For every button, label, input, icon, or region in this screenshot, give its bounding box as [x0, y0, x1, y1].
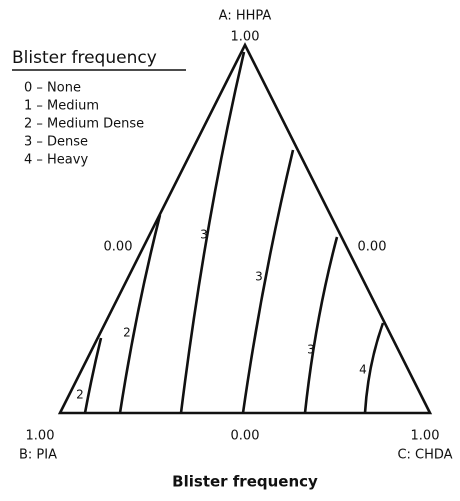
legend-item: 2 – Medium Dense	[24, 117, 144, 132]
axis-value: 0.00	[358, 240, 387, 255]
contour-label: 3	[200, 228, 208, 242]
axis-value: 0.00	[231, 429, 260, 444]
title: Blister frequency	[172, 473, 318, 491]
axis-value: 1.00	[231, 30, 260, 45]
axis-name: B: PIA	[19, 448, 57, 463]
contour-label: 3	[307, 343, 315, 357]
axis-value: 1.00	[26, 429, 55, 444]
contour-label: 2	[123, 326, 131, 340]
axis-name: A: HHPA	[219, 9, 272, 24]
legend-item: 4 – Heavy	[24, 153, 88, 168]
contour-line	[118, 214, 162, 414]
contour-line	[241, 149, 295, 414]
triangle	[57, 42, 433, 415]
axis-name: C: CHDA	[397, 448, 452, 463]
axis-value: 1.00	[411, 429, 440, 444]
contour-line	[303, 236, 339, 414]
legend-item: 3 – Dense	[24, 135, 88, 150]
legend-item: 1 – Medium	[24, 99, 99, 114]
contour-label: 3	[255, 270, 263, 284]
contour-line	[363, 322, 385, 414]
legend-title: Blister frequency	[12, 48, 157, 68]
contour-label: 2	[76, 388, 84, 402]
contour-line	[83, 337, 103, 414]
contour-label: 4	[359, 363, 367, 377]
axis-value: 0.00	[104, 240, 133, 255]
legend-item: 0 – None	[24, 81, 81, 96]
contour-line	[179, 51, 246, 414]
